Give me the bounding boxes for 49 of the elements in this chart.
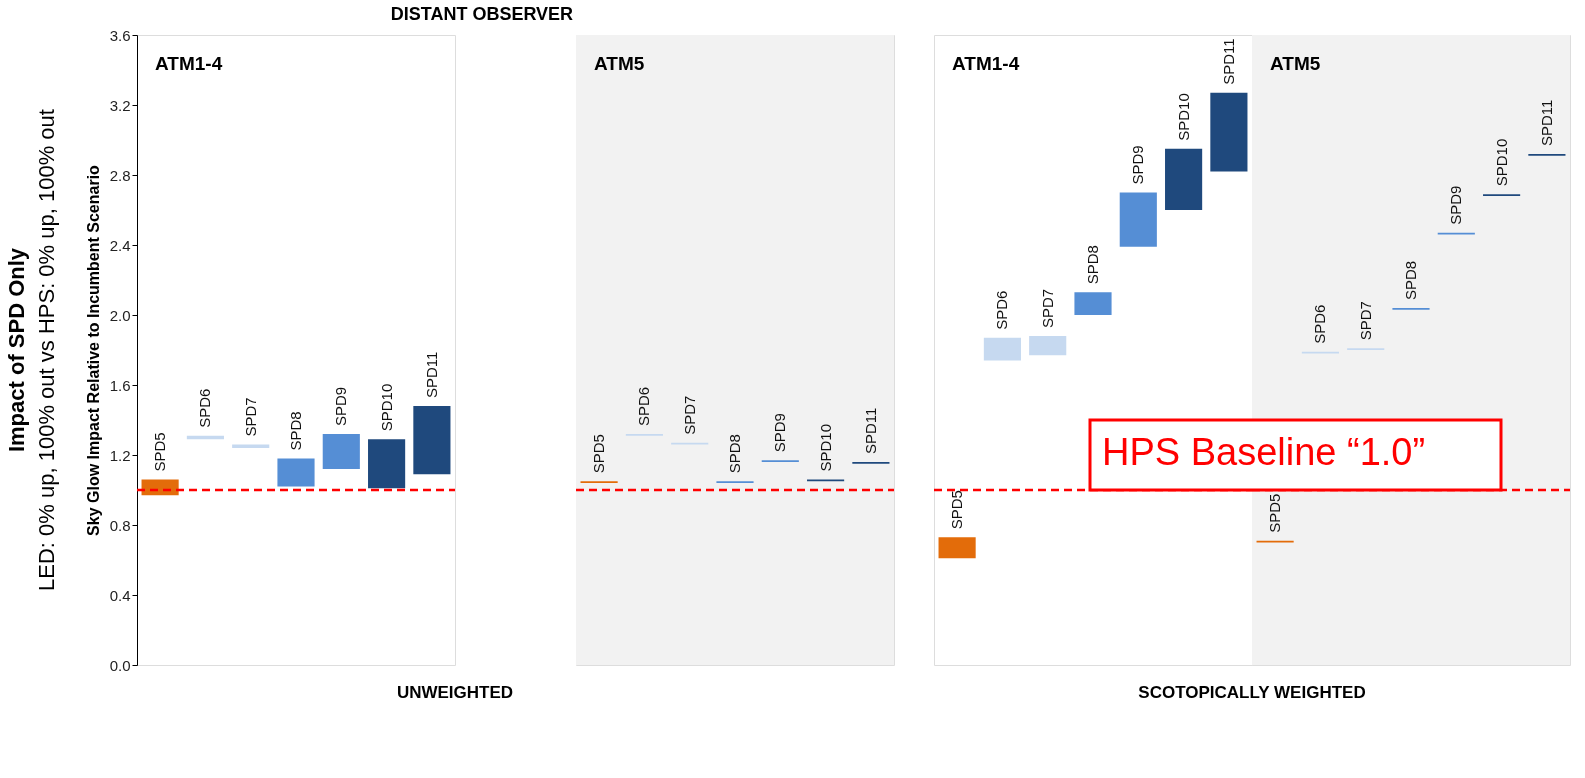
category-label: SPD9: [771, 413, 789, 453]
category-label: SPD5: [590, 434, 608, 474]
category-label: SPD6: [196, 388, 214, 428]
category-label: SPD6: [993, 290, 1011, 330]
category-label: SPD5: [1266, 493, 1284, 533]
category-label: SPD6: [1311, 304, 1329, 344]
chart-title: DISTANT OBSERVER: [390, 4, 574, 24]
text: LED: 0% up, 100% out vs HPS: 0% up, 100% out: [34, 109, 59, 591]
y-tick-label: 1.6: [109, 376, 131, 394]
category-label: SPD11: [422, 351, 440, 398]
category-label: SPD10: [1492, 138, 1510, 187]
category-label: SPD5: [948, 490, 966, 530]
y-tick-label: 1.2: [109, 446, 131, 464]
annotation: ATM1-4: [155, 53, 223, 74]
category-label: SPD10: [377, 383, 395, 432]
category-label: SPD9: [1447, 185, 1465, 225]
category-label: SPD7: [1038, 288, 1056, 328]
category-label: SPD11: [1537, 99, 1555, 146]
category-label: SPD10: [1174, 93, 1192, 141]
y-tick-label: 3.6: [109, 26, 131, 44]
category-label: SPD8: [1402, 260, 1419, 300]
category-label: SPD11: [1219, 38, 1237, 85]
y-tick-label: 3.2: [109, 96, 131, 114]
category-label: SPD7: [1356, 301, 1374, 341]
category-label: SPD7: [241, 397, 259, 437]
category-label: SPD11: [861, 407, 879, 454]
category-label: SPD9: [332, 386, 350, 426]
category-label: SPD8: [287, 411, 304, 451]
category-label: SPD9: [1129, 145, 1147, 185]
annotation: ATM1-4: [952, 53, 1020, 74]
y-tick-label: 2.0: [109, 306, 131, 324]
y-axis-title: Sky Glow Impact Relative to Incumbent Scenario: [84, 164, 102, 536]
x-axis-title: UNWEIGHTED: [396, 683, 514, 702]
category-label: SPD10: [816, 423, 834, 472]
y-tick-label: 2.8: [109, 166, 131, 184]
y-tick-label: 0.4: [109, 586, 131, 604]
annotation: ATM5: [1270, 53, 1321, 74]
category-label: SPD6: [635, 386, 653, 426]
y-tick-label: 0.0: [109, 656, 131, 674]
text: Impact of SPD Only: [4, 247, 29, 453]
category-label: SPD5: [151, 432, 169, 472]
y-tick-label: 2.4: [109, 236, 131, 254]
category-label: SPD8: [1084, 245, 1101, 285]
category-label: SPD7: [680, 395, 698, 435]
annotation: HPS Baseline “1.0”: [1102, 431, 1426, 473]
x-axis-title: SCOTOPICALLY WEIGHTED: [1138, 683, 1366, 702]
category-label: SPD8: [726, 434, 743, 474]
y-tick-label: 0.8: [109, 516, 131, 534]
annotation: ATM5: [594, 53, 645, 74]
